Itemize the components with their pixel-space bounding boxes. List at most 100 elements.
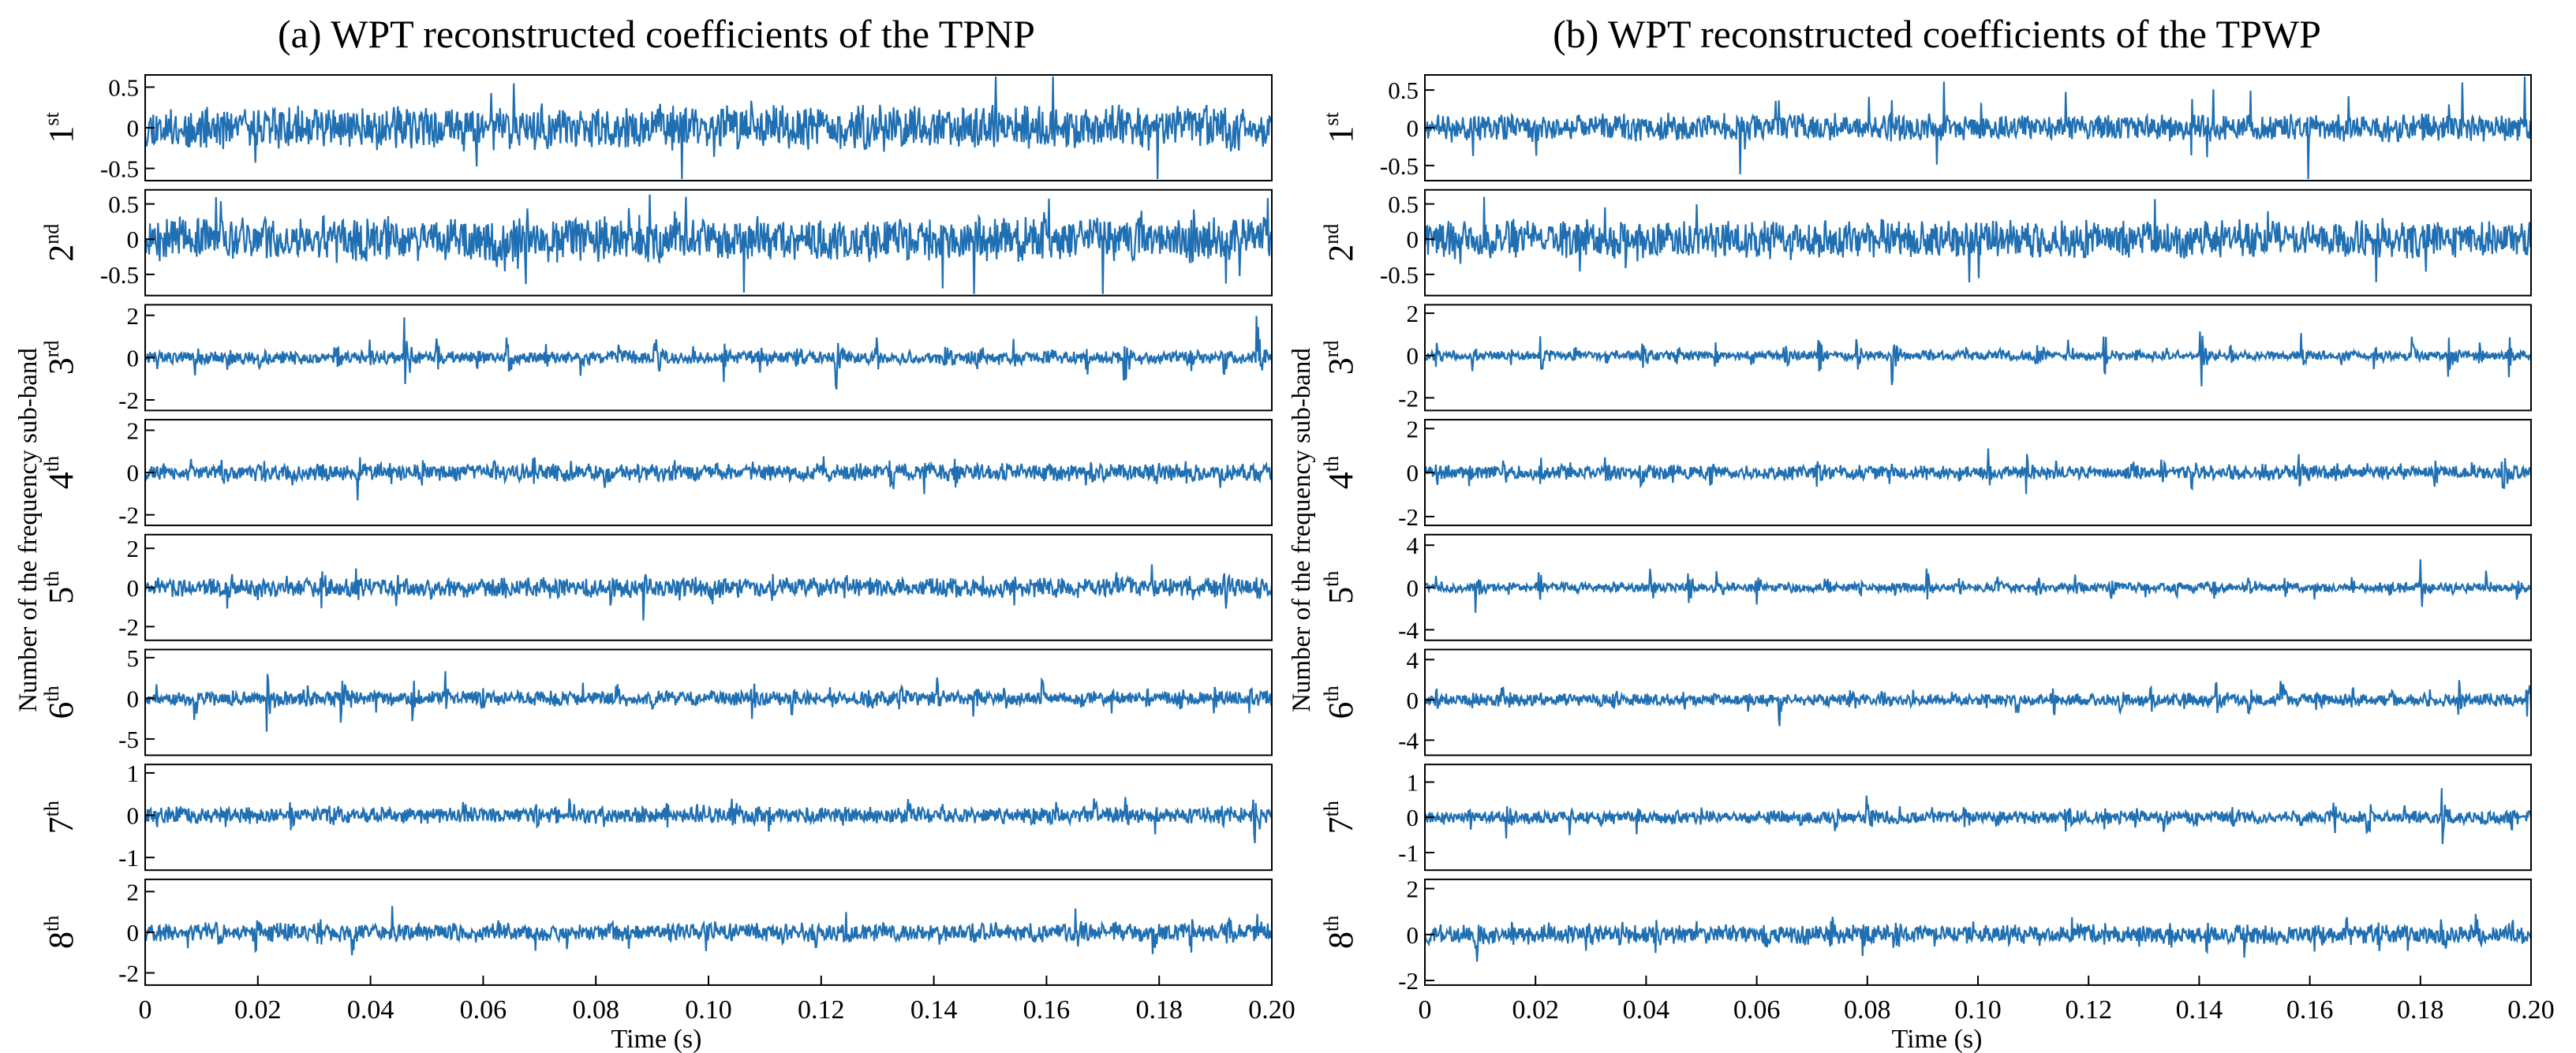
ordinal-number: 3	[42, 357, 80, 375]
x-tick-label: 0.12	[2065, 995, 2112, 1025]
y-tick-label: -0.5	[100, 261, 139, 289]
subplot-5-signal-line	[1425, 559, 2533, 613]
subplot-7-signal-line	[144, 797, 1273, 844]
subplot-7: 1 0 -1 7th	[40, 760, 1273, 872]
subplot-8: 2 0 -2 8th	[40, 878, 1273, 987]
y-tick-label: -5	[118, 726, 139, 753]
subplot-3-signal-line	[144, 316, 1273, 390]
subplot-8: 2 0 -2 8th	[1320, 876, 2533, 995]
ordinal-suffix: th	[1320, 685, 1343, 701]
panel-a: (a) WPT reconstructed coefficients of th…	[14, 12, 1295, 1053]
x-tick-label: 0.12	[798, 995, 845, 1025]
subplot-7-signal-line	[1424, 788, 2533, 845]
subplot-6-axes-box	[1424, 648, 2532, 756]
y-tick-label: 0	[127, 226, 140, 253]
y-tick-label: -1	[118, 844, 139, 872]
x-tick-label: 0.04	[347, 995, 394, 1025]
subplot-6-ordinal-label: 6th	[1320, 685, 1360, 719]
subplot-1-signal-line	[1423, 76, 2533, 180]
ordinal-suffix: th	[40, 801, 63, 816]
x-tick-label: 0.18	[2397, 995, 2444, 1025]
y-tick-label: 0	[127, 114, 140, 142]
subplot-8-ordinal-label: 8th	[40, 916, 80, 949]
y-tick-label: -2	[1398, 967, 1419, 995]
panel-a-title: (a) WPT reconstructed coefficients of th…	[278, 12, 1035, 56]
subplot-4: 2 0 -2 4th	[40, 417, 1273, 529]
y-tick-label: -2	[118, 613, 139, 640]
x-tick-label: 0.14	[2176, 995, 2223, 1025]
subplot-2-ordinal-label: 2nd	[1320, 224, 1360, 262]
subplot-4: 2 0 -2 4th	[1320, 415, 2532, 531]
y-tick-label: 1	[1407, 769, 1419, 797]
y-tick-label: 0	[1407, 804, 1419, 831]
y-tick-label: 0.5	[108, 191, 139, 218]
subplot-2-signal-line	[144, 194, 1273, 294]
ordinal-suffix: st	[40, 112, 63, 126]
ordinal-number: 7	[42, 816, 80, 834]
y-tick-label: 0	[1407, 114, 1419, 142]
subplot-5-ordinal-label: 5th	[40, 571, 80, 604]
x-tick-label: 0.14	[910, 995, 958, 1025]
x-tick-label: 0.16	[1023, 995, 1071, 1025]
y-tick-label: -2	[118, 502, 139, 529]
ordinal-suffix: nd	[40, 224, 63, 245]
subplot-1-signal-line	[144, 76, 1273, 180]
ordinal-number: 1	[42, 126, 80, 144]
panel-b: (b) WPT reconstructed coefficients of th…	[1288, 12, 2555, 1053]
y-tick-label: 5	[127, 644, 140, 672]
ordinal-number: 8	[1322, 932, 1360, 949]
ordinal-number: 6	[1322, 702, 1360, 719]
y-tick-label: 0	[127, 802, 140, 830]
ordinal-suffix: th	[40, 571, 63, 587]
ordinal-suffix: nd	[1320, 224, 1343, 245]
subplot-6: 5 0 -5 6th	[40, 644, 1273, 756]
panel-a-subplots: 0.50-0.51st0.50-0.52nd20-23rd20-24th20-2…	[40, 73, 1273, 987]
y-tick-label: 2	[127, 417, 140, 445]
subplot-1-ordinal-label: 1st	[40, 112, 80, 144]
ordinal-suffix: rd	[1320, 341, 1343, 358]
subplot-3-axes-box	[1424, 304, 2532, 412]
subplot-6-ordinal-label: 6th	[40, 685, 80, 719]
ordinal-number: 8	[42, 932, 80, 949]
ordinal-suffix: th	[1320, 571, 1343, 587]
subplot-3: 2 0 -2 3rd	[1320, 300, 2533, 412]
ordinal-suffix: st	[1320, 112, 1343, 126]
y-tick-label: -4	[1398, 616, 1419, 644]
y-tick-label: -2	[118, 959, 139, 987]
y-tick-label: 2	[127, 535, 140, 562]
panel-b-subplots: 0.50-0.51st0.50-0.52nd20-23rd20-24th40-4…	[1320, 74, 2533, 995]
subplot-4-signal-line	[144, 456, 1273, 501]
ordinal-number: 5	[42, 587, 80, 604]
subplot-5: 4 0 -4 5th	[1320, 532, 2533, 644]
panel-b-y-axis-label: Number of the frequency sub-band	[1288, 348, 1316, 712]
x-tick-label: 0.06	[460, 995, 507, 1025]
ordinal-number: 5	[1322, 587, 1360, 604]
y-tick-label: 2	[127, 878, 140, 906]
ordinal-suffix: th	[1320, 456, 1343, 472]
y-tick-label: 0	[1407, 921, 1419, 949]
y-tick-label: 0	[127, 459, 140, 487]
subplot-6-signal-line	[144, 670, 1273, 732]
subplot-4-signal-line	[1423, 448, 2532, 495]
x-tick-label: 0.10	[1954, 995, 2002, 1025]
x-tick-label: 0.10	[685, 995, 732, 1025]
x-tick-label: 0.20	[1248, 995, 1295, 1025]
subplot-8-ordinal-label: 8th	[1320, 916, 1360, 949]
x-tick-label: 0.04	[1623, 995, 1670, 1025]
subplot-6-axes-box	[144, 648, 1273, 756]
ordinal-suffix: th	[1320, 801, 1343, 816]
subplot-6-signal-line	[1423, 680, 2533, 726]
panel-b-x-axis-label: Time (s)	[1892, 1025, 1983, 1053]
y-tick-label: 4	[1407, 646, 1419, 674]
subplot-8-signal-line	[144, 906, 1273, 956]
ordinal-suffix: th	[1320, 916, 1343, 932]
y-tick-label: 0.5	[1388, 191, 1419, 218]
subplot-5-signal-line	[144, 564, 1273, 621]
subplot-4-ordinal-label: 4th	[1320, 456, 1360, 489]
panel-a-x-ticks: 0 0.02 0.04 0.06 0.08 0.10 0.12 0.14 0.16 0.18 0.2…	[139, 975, 1295, 1025]
y-tick-label: 0	[1407, 226, 1419, 253]
subplot-3: 2 0 -2 3rd	[40, 302, 1273, 414]
x-tick-label: 0	[139, 995, 152, 1025]
subplot-3-ordinal-label: 3rd	[1320, 341, 1360, 375]
